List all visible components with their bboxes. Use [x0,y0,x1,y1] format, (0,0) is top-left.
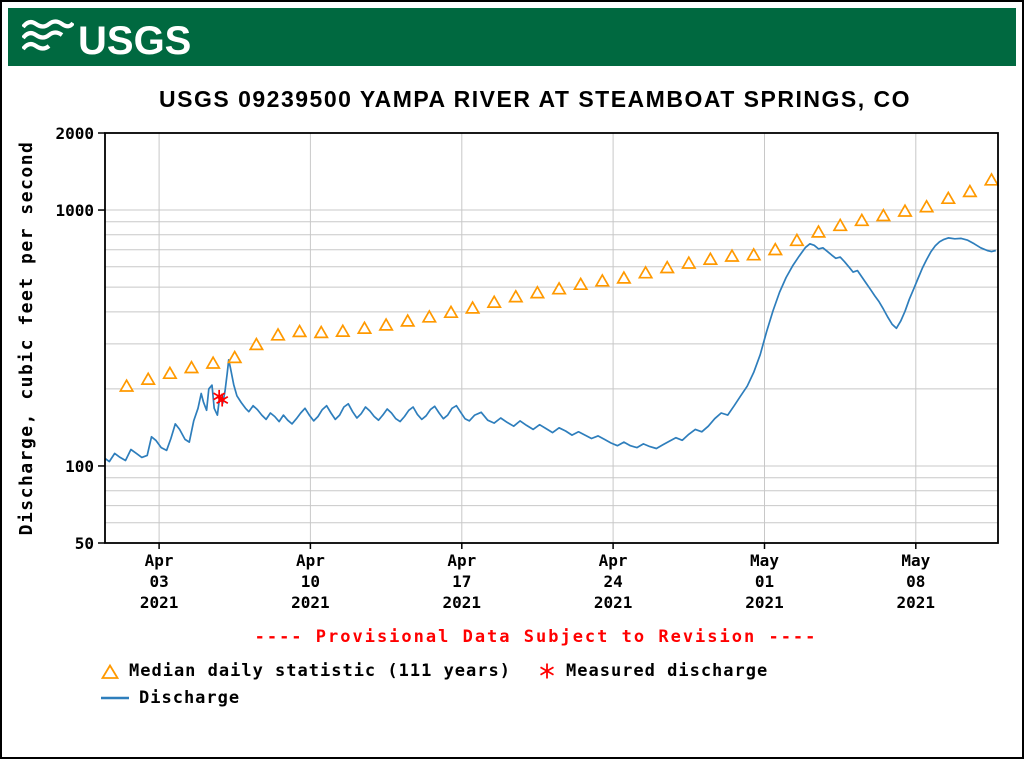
svg-text:2021: 2021 [291,593,330,612]
svg-text:2021: 2021 [140,593,179,612]
chart-title: USGS 09239500 YAMPA RIVER AT STEAMBOAT S… [159,86,911,112]
svg-text:May: May [750,551,779,570]
svg-text:2021: 2021 [745,593,784,612]
legend-row-1: Median daily statistic (111 years) Measu… [100,661,1016,681]
legend: Median daily statistic (111 years) Measu… [100,661,1016,708]
svg-text:03: 03 [149,572,168,591]
measured-asterisk-icon [537,661,557,681]
graph-area: USGS 09239500 YAMPA RIVER AT STEAMBOAT S… [8,86,1016,708]
svg-text:50: 50 [75,534,94,553]
svg-text:01: 01 [755,572,774,591]
legend-label-measured: Measured discharge [566,661,769,681]
svg-text:2021: 2021 [443,593,482,612]
svg-text:17: 17 [452,572,471,591]
legend-item-measured: Measured discharge [537,661,768,681]
hydrograph-plot: Apr 03 2021 Apr 10 2021 Apr 17 2021 Apr 24 2021 May 0… [16,124,1000,612]
svg-text:24: 24 [603,572,622,591]
provisional-note: ---- Provisional Data Subject to Revisio… [254,627,818,647]
legend-row-2: Discharge [100,688,1016,708]
svg-text:Apr: Apr [447,551,476,570]
svg-text:May: May [901,551,930,570]
legend-label-discharge: Discharge [139,688,241,708]
legend-item-median: Median daily statistic (111 years) [100,661,511,681]
usgs-logo[interactable]: USGS [22,16,192,63]
usgs-header: USGS [8,8,1016,66]
svg-text:100: 100 [65,457,94,476]
usgs-waves-icon [22,19,74,51]
legend-item-discharge: Discharge [100,688,240,708]
svg-text:Apr: Apr [599,551,628,570]
svg-text:2021: 2021 [594,593,633,612]
svg-text:Apr: Apr [145,551,174,570]
svg-text:10: 10 [301,572,320,591]
svg-text:1000: 1000 [55,201,94,220]
legend-label-median: Median daily statistic (111 years) [129,661,511,681]
discharge-line-icon [100,693,130,703]
svg-text:Apr: Apr [296,551,325,570]
svg-text:2000: 2000 [55,124,94,143]
svg-text:08: 08 [906,572,925,591]
svg-text:Discharge, cubic feet per seco: Discharge, cubic feet per second [16,141,37,536]
usgs-logo-text: USGS [78,19,192,63]
median-triangle-icon [100,663,120,680]
svg-text:2021: 2021 [897,593,936,612]
